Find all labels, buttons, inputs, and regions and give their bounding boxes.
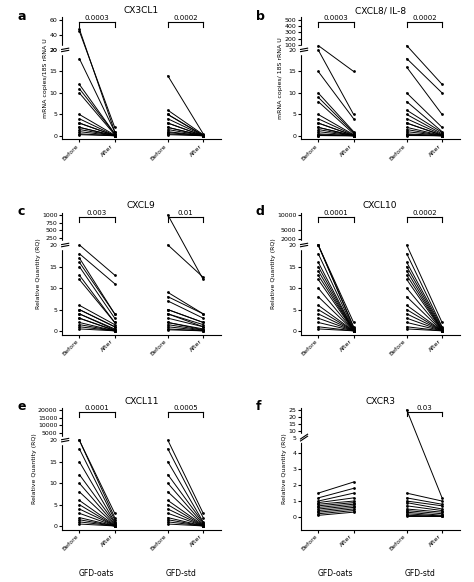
Bar [60, 436, 71, 443]
Text: 0.01: 0.01 [178, 210, 193, 216]
Title: CXCL8/ IL-8: CXCL8/ IL-8 [355, 6, 406, 15]
Text: 0.0001: 0.0001 [324, 210, 348, 216]
Text: c: c [17, 205, 24, 218]
Text: e: e [17, 400, 26, 413]
Text: b: b [256, 10, 265, 23]
Bar [60, 47, 71, 54]
Text: 0.0002: 0.0002 [412, 15, 437, 21]
Bar [299, 434, 310, 441]
Text: GFD-oats: GFD-oats [79, 569, 114, 578]
Text: 0.003: 0.003 [87, 210, 107, 216]
Bar [60, 242, 71, 249]
Text: 0.03: 0.03 [417, 405, 432, 411]
Text: GFD-std: GFD-std [404, 569, 436, 578]
Text: d: d [256, 205, 265, 218]
Title: CXCL10: CXCL10 [363, 201, 397, 211]
Y-axis label: Relative Quantity (RQ): Relative Quantity (RQ) [282, 433, 287, 504]
Title: CX3CL1: CX3CL1 [124, 6, 159, 15]
Y-axis label: Relative Quantity (RQ): Relative Quantity (RQ) [32, 433, 36, 504]
Text: 0.0001: 0.0001 [85, 405, 109, 411]
Text: 0.0003: 0.0003 [324, 15, 348, 21]
Title: CXCR3: CXCR3 [365, 396, 395, 406]
Text: GFD-oats: GFD-oats [318, 569, 353, 578]
Bar [299, 47, 310, 54]
Text: GFD-std: GFD-std [165, 569, 197, 578]
Text: a: a [17, 10, 26, 23]
Y-axis label: mRNA copies/18S rRNA U: mRNA copies/18S rRNA U [43, 38, 48, 118]
Title: CXCL9: CXCL9 [127, 201, 155, 211]
Text: 0.0002: 0.0002 [173, 15, 198, 21]
Text: 0.0003: 0.0003 [85, 15, 109, 21]
Title: CXCL11: CXCL11 [124, 396, 158, 406]
Y-axis label: Relative Quantity (RQ): Relative Quantity (RQ) [36, 238, 41, 309]
Bar [299, 242, 310, 249]
Text: f: f [256, 400, 262, 413]
Y-axis label: mRNA copies/ 18S rRNA U: mRNA copies/ 18S rRNA U [278, 38, 283, 119]
Y-axis label: Relative Quantity (RQ): Relative Quantity (RQ) [271, 238, 275, 309]
Text: 0.0002: 0.0002 [412, 210, 437, 216]
Text: 0.0005: 0.0005 [173, 405, 198, 411]
